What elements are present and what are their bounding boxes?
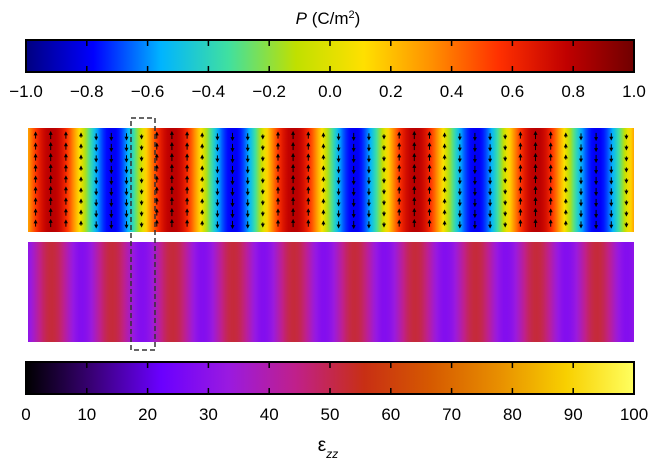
colorbar-p-tick-label: 0.6 [501, 82, 525, 101]
colorbar-e-ticks: 0 10 20 30 40 50 60 70 80 90 100 [21, 362, 648, 424]
colorbar-e-tick-label: 20 [138, 405, 157, 424]
colorbar-p-tick-label: −0.4 [192, 82, 226, 101]
colorbar-p-tick-label: −0.2 [252, 82, 286, 101]
colorbar-p-tick-label: 0.8 [561, 82, 585, 101]
colorbar-e-tick-label: 30 [199, 405, 218, 424]
colorbar-e-tick-label: 100 [620, 405, 648, 424]
colorbar-e-title-sub: zz [325, 447, 338, 461]
strain-map-field [28, 242, 634, 342]
colorbar-e-tick-label: 70 [442, 405, 461, 424]
polarization-arrows [33, 130, 629, 230]
colorbar-e-tick-label: 50 [321, 405, 340, 424]
colorbar-e-tick-label: 40 [260, 405, 279, 424]
polarization-map [28, 128, 634, 232]
colorbar-p-tick-label: −0.8 [70, 82, 104, 101]
colorbar-e-tick-label: 0 [21, 405, 30, 424]
colorbar-p-tick-label: 0.4 [440, 82, 464, 101]
colorbar-e-tick-label: 90 [564, 405, 583, 424]
colorbar-p-title-symbol: P [296, 9, 308, 28]
colorbar-p-tick-label: 0.2 [379, 82, 403, 101]
colorbar-e-tick-label: 80 [503, 405, 522, 424]
colorbar-e-title-symbol: ε [318, 435, 327, 456]
colorbar-p-tick-label: 1.0 [622, 82, 646, 101]
polarization-map-field [28, 128, 634, 232]
colorbar-p-title-units: (C/m [307, 9, 349, 28]
colorbar-p-title: P (C/m2) [296, 9, 361, 28]
colorbar-p-title-sup: 2 [349, 9, 355, 21]
colorbar-p-tick-label: −1.0 [9, 82, 43, 101]
colorbar-e-tick-label: 60 [381, 405, 400, 424]
colorbar-e-tick-label: 10 [77, 405, 96, 424]
colorbar-p-tick-label: −0.6 [131, 82, 165, 101]
domain-wall-highlight-box [130, 117, 156, 351]
colorbar-p-title-close: ) [355, 9, 361, 28]
colorbar-p-tick-label: 0.0 [318, 82, 342, 101]
colorbar-e-title: εzz [318, 435, 338, 461]
colorbar-p-ticks: −1.0 −0.8 −0.6 −0.4 −0.2 0.0 0.2 0.4 0.6 0.8 1.0 [9, 40, 646, 101]
